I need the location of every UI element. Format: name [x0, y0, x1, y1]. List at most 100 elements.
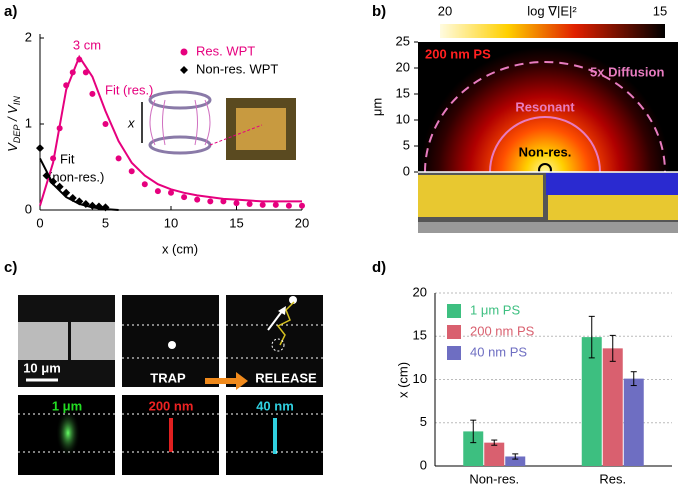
point [259, 201, 266, 208]
fit-line [39, 54, 302, 206]
point [141, 181, 148, 188]
y-label-part: DEP [12, 125, 22, 144]
x-tick-label: Res. [599, 471, 626, 486]
y-tick-label: 5 [420, 414, 427, 429]
point [88, 201, 97, 210]
colorbar-label: 20 [438, 3, 452, 18]
legend-marker [447, 325, 461, 339]
size-label: 1 μm [52, 398, 82, 413]
size-label: 200 nm [149, 398, 194, 413]
inset-label: x [127, 115, 135, 130]
panel-label: d) [372, 259, 386, 276]
point [56, 125, 63, 132]
x-tick-label: Non-res. [469, 471, 519, 486]
point [128, 168, 135, 175]
legend-label: 40 nm PS [470, 344, 527, 359]
point [154, 188, 161, 195]
y-axis-label: x (cm) [395, 362, 410, 398]
panel-label: a) [4, 3, 17, 20]
annotation: Resonant [515, 99, 575, 114]
annotation: 5x Diffusion [590, 64, 664, 79]
legend-marker [180, 48, 188, 56]
point [285, 202, 292, 209]
point [76, 56, 83, 63]
y-label-part: V [5, 142, 20, 152]
point [81, 199, 90, 208]
x-tick-label: 10 [164, 215, 178, 230]
size-label: 40 nm [256, 398, 294, 413]
x-tick-label: 0 [36, 215, 43, 230]
y-label-part: IN [12, 96, 22, 106]
point [63, 82, 70, 89]
point [82, 69, 89, 76]
annotation: 200 nm PS [425, 46, 491, 61]
step-label: TRAP [150, 370, 186, 385]
point [181, 194, 188, 201]
bar [505, 456, 526, 466]
y-tick-label: 15 [413, 328, 427, 343]
colorbar-label: log ∇|E|² [527, 3, 577, 18]
panel-label: b) [372, 3, 386, 20]
annotation: Fit (res.) [105, 82, 153, 97]
y-tick-label: 10 [396, 111, 410, 126]
field-map [418, 24, 678, 233]
bar [602, 348, 623, 466]
scale-label: 10 μm [23, 360, 61, 375]
legend-label: Non-res. WPT [196, 61, 278, 76]
y-tick-label: 10 [413, 371, 427, 386]
x-tick-label: 15 [229, 215, 243, 230]
legend-label: Res. WPT [196, 43, 255, 58]
y-label-part: / V [5, 104, 20, 125]
annotation: Non-res. [519, 144, 572, 159]
bar [484, 442, 505, 466]
point [194, 196, 201, 203]
point [272, 201, 279, 208]
y-tick-label: 2 [25, 29, 32, 44]
annotation: Fit [60, 151, 75, 166]
point [49, 177, 58, 186]
y-axis-label: VDEP / VIN [5, 96, 22, 152]
point [299, 202, 305, 209]
y-tick-label: 20 [413, 284, 427, 299]
legend-marker [447, 304, 461, 318]
legend-label: 200 nm PS [470, 323, 535, 338]
point [69, 69, 76, 76]
y-tick-label: 20 [396, 59, 410, 74]
y-tick-label: 5 [403, 137, 410, 152]
point [102, 121, 109, 127]
legend-marker [447, 346, 461, 360]
point [89, 90, 96, 97]
point [246, 200, 253, 207]
point [94, 202, 103, 211]
y-tick-label: 1 [25, 115, 32, 130]
step-label: RELEASE [255, 370, 317, 385]
point [62, 188, 71, 197]
bar [581, 337, 602, 466]
legend-marker [180, 66, 188, 74]
point [220, 198, 227, 205]
inset [141, 90, 296, 160]
point [207, 198, 214, 205]
y-tick-label: 25 [396, 33, 410, 48]
legend-label: 1 μm PS [470, 302, 520, 317]
point [101, 203, 110, 212]
y-axis-label: μm [369, 98, 384, 116]
panel-label: c) [4, 259, 17, 276]
microscope-images [18, 295, 323, 475]
point [115, 155, 122, 162]
y-tick-label: 0 [25, 201, 32, 216]
point [42, 171, 51, 180]
point [55, 182, 64, 191]
annotation: 3 cm [73, 37, 101, 52]
point [68, 193, 77, 202]
point [75, 197, 84, 206]
y-tick-label: 0 [420, 457, 427, 472]
x-tick-label: 20 [295, 215, 309, 230]
colorbar-label: 15 [653, 3, 667, 18]
x-axis-label: x (cm) [162, 241, 198, 256]
point [233, 200, 240, 207]
annotation: (non-res.) [48, 169, 104, 184]
y-tick-label: 15 [396, 85, 410, 100]
x-tick-label: 5 [102, 215, 109, 230]
